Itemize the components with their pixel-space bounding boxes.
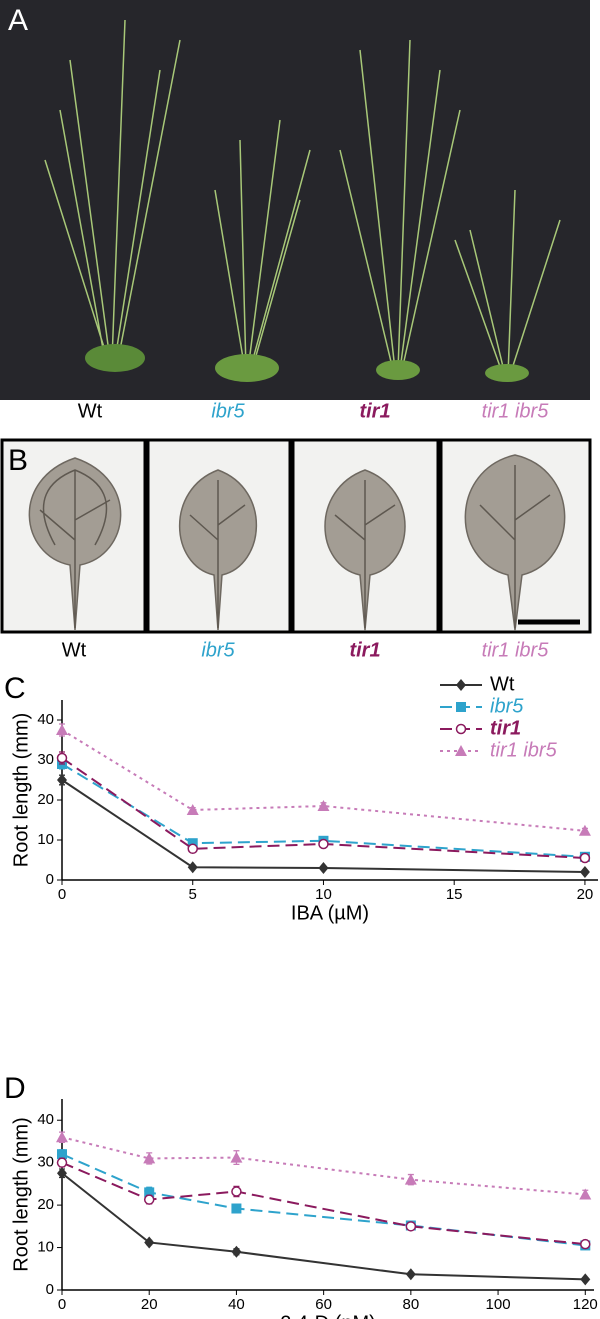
marker (186, 804, 199, 815)
x-tick-label: 15 (446, 886, 463, 903)
y-tick-label: 30 (37, 1154, 54, 1171)
marker (56, 1131, 68, 1143)
series-line (61, 729, 586, 832)
x-tick-label: 40 (228, 1296, 245, 1313)
legend-label: Wt (490, 673, 515, 695)
marker (143, 1152, 156, 1164)
marker (231, 1186, 242, 1197)
marker (405, 1268, 416, 1281)
marker (318, 862, 329, 874)
marker (456, 679, 466, 691)
caption: Wt (62, 639, 87, 661)
y-axis-label: Root length (mm) (10, 713, 32, 868)
marker (57, 1167, 67, 1180)
series-line (61, 779, 585, 873)
caption: tir1 (349, 639, 380, 661)
panel-label: A (8, 4, 28, 37)
y-tick-label: 0 (46, 871, 54, 888)
y-tick-label: 20 (37, 791, 54, 808)
x-tick-label: 80 (403, 1296, 420, 1313)
marker (317, 800, 330, 811)
x-tick-label: 0 (58, 886, 66, 903)
y-tick-label: 10 (37, 1239, 54, 1256)
x-tick-label: 60 (315, 1296, 332, 1313)
marker (56, 724, 68, 735)
legend-label: tir1 (490, 717, 521, 739)
caption: ibr5 (211, 400, 245, 422)
panel-label: B (8, 444, 28, 477)
y-axis-label: Root length (mm) (10, 1117, 32, 1272)
series-line (61, 1136, 586, 1196)
marker (318, 838, 329, 850)
caption: tir1 (359, 400, 390, 422)
legend-label: ibr5 (490, 695, 524, 717)
x-tick-label: 20 (577, 886, 594, 903)
y-tick-label: 20 (37, 1196, 54, 1213)
marker (405, 1221, 417, 1232)
marker (57, 1149, 67, 1160)
marker (579, 852, 591, 864)
series-line (61, 1172, 586, 1281)
leaf-panels (0, 438, 592, 634)
series-line (61, 1161, 586, 1246)
marker (231, 1203, 242, 1214)
marker (456, 702, 466, 712)
marker (144, 1236, 155, 1249)
marker (404, 1173, 417, 1185)
marker (580, 1273, 591, 1286)
x-axis-label: IBA (µM) (291, 902, 369, 924)
marker (56, 752, 68, 764)
x-tick-label: 20 (141, 1296, 158, 1313)
y-tick-label: 40 (37, 1111, 54, 1128)
marker (231, 1245, 242, 1258)
y-tick-label: 10 (37, 831, 54, 848)
y-tick-label: 0 (46, 1281, 54, 1298)
marker (455, 745, 467, 756)
marker (187, 838, 198, 849)
marker (56, 1157, 68, 1168)
series-line (61, 1153, 586, 1247)
marker (580, 1238, 591, 1250)
x-tick-label: 120 (573, 1296, 598, 1313)
caption: tir1 ibr5 (482, 400, 550, 422)
marker (455, 723, 467, 735)
plant-photo (0, 0, 590, 400)
marker (578, 824, 591, 836)
x-tick-label: 100 (486, 1296, 511, 1313)
marker (144, 1187, 155, 1198)
caption: ibr5 (201, 639, 235, 661)
x-axis-label: 2,4-D (nM) (280, 1312, 376, 1319)
y-tick-label: 30 (37, 751, 54, 768)
x-tick-label: 0 (58, 1296, 66, 1313)
y-tick-label: 40 (37, 711, 54, 728)
marker (579, 1188, 592, 1200)
x-tick-label: 5 (189, 886, 197, 903)
panel-label: D (4, 1072, 26, 1105)
marker (57, 774, 67, 786)
panel-label: C (4, 672, 26, 705)
marker (143, 1194, 155, 1205)
plants (44, 19, 561, 382)
series-line (61, 757, 585, 859)
caption: tir1 ibr5 (482, 639, 550, 661)
marker (187, 843, 198, 855)
marker (187, 861, 198, 874)
x-tick-label: 10 (315, 886, 332, 903)
marker (579, 866, 590, 878)
legend-label: tir1 ibr5 (490, 739, 558, 761)
marker (230, 1151, 243, 1163)
caption: Wt (78, 400, 103, 422)
